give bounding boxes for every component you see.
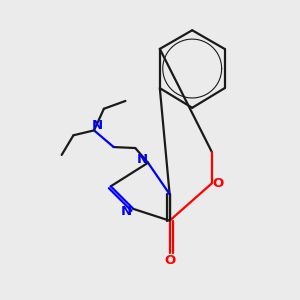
Text: N: N (120, 205, 131, 218)
Text: O: O (164, 254, 175, 267)
Text: N: N (136, 153, 148, 166)
Text: N: N (92, 119, 103, 133)
Text: O: O (212, 177, 223, 190)
